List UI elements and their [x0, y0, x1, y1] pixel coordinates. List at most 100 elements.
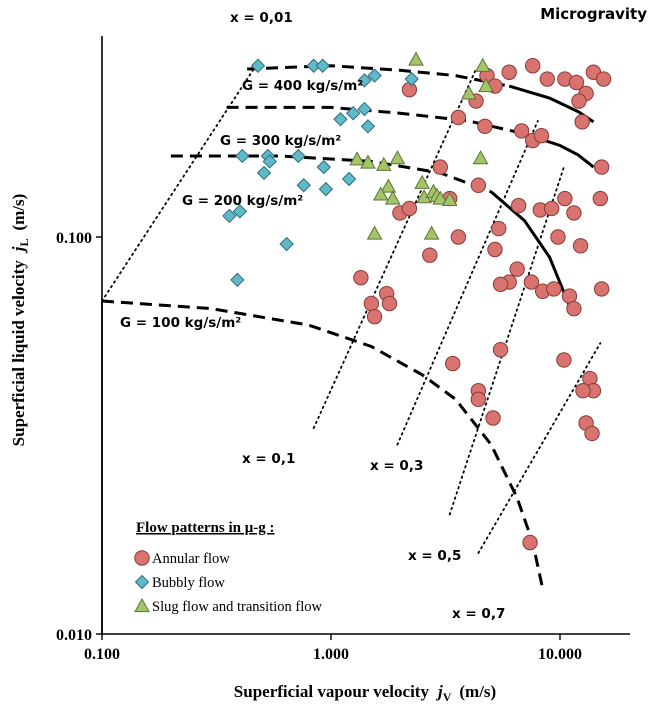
annular-point — [450, 109, 467, 126]
transition-line-dashed — [101, 299, 545, 590]
line-label: x = 0,1 — [242, 451, 295, 467]
slug-point — [478, 78, 494, 93]
quality-line — [477, 342, 602, 554]
bubbly-point — [318, 181, 334, 197]
bubbly-point — [333, 112, 348, 127]
annular-point — [593, 159, 610, 175]
slug-point — [461, 85, 477, 100]
bubbly-point — [291, 148, 306, 164]
y-tick-label: 0.010 — [56, 627, 92, 644]
slug-point — [441, 191, 458, 207]
x-axis-title-text: Superficial vapour velocity — [234, 682, 430, 701]
slug-point — [423, 225, 440, 240]
annular-point — [401, 81, 418, 98]
annular-point — [539, 71, 555, 87]
bubbly-point — [250, 58, 266, 73]
annular-point — [568, 74, 585, 91]
quality-line — [448, 166, 565, 516]
slug-point — [472, 150, 489, 165]
slug-point — [349, 151, 365, 166]
line-label: G = 200 kg/s/m² — [182, 193, 303, 209]
bubbly-point — [296, 178, 311, 193]
annular-point — [533, 127, 550, 144]
quality-line — [101, 64, 257, 302]
annular-point — [566, 205, 582, 221]
bubbly-point — [345, 106, 361, 121]
y-axis-subscript: L — [17, 239, 31, 247]
annular-point — [544, 200, 560, 217]
quality-line — [312, 68, 477, 429]
slug-point — [408, 51, 424, 66]
legend-title: Flow patterns in μ-g : — [136, 520, 275, 536]
annular-point — [575, 383, 591, 399]
annular-point — [522, 534, 538, 551]
slug-point — [360, 154, 376, 169]
y-axis-title: Superficial liquid velocity jL (m/s) — [9, 194, 31, 447]
y-axis-title-text: Superficial liquid velocity — [9, 260, 28, 447]
bubbly-point — [232, 204, 248, 219]
bubbly-point — [357, 101, 372, 117]
line-label: x = 0,3 — [370, 458, 423, 474]
bubbly-point — [222, 208, 237, 224]
annular-point — [592, 190, 609, 207]
bubbly-point — [279, 236, 294, 252]
annular-point — [477, 118, 493, 135]
annular-point — [492, 342, 509, 358]
slug-point — [384, 190, 401, 205]
slug-point — [372, 186, 389, 201]
bubbly-point — [315, 58, 330, 73]
slug-point — [375, 156, 392, 171]
annular-point — [432, 159, 448, 175]
annular-point — [550, 229, 566, 245]
line-label: G = 400 kg/s/m² — [242, 78, 363, 94]
annular-point — [566, 300, 582, 317]
annular-point — [509, 261, 525, 277]
line-label: G = 100 kg/s/m² — [120, 315, 241, 331]
slug-point — [432, 190, 449, 205]
chart-title: Microgravity — [540, 5, 647, 23]
slug-point — [414, 174, 430, 189]
transition-line-dashed — [226, 105, 525, 136]
legend-marker-bubbly — [134, 574, 150, 590]
annular-point — [363, 295, 380, 312]
annular-point — [510, 197, 527, 214]
annular-point — [485, 410, 501, 426]
line-label: x = 0,01 — [230, 10, 293, 26]
line-label: x = 0,7 — [452, 606, 505, 622]
annular-point — [381, 295, 398, 312]
annular-point — [501, 64, 517, 80]
slug-point — [366, 225, 383, 240]
slug-point — [474, 57, 491, 72]
line-label: x = 0,5 — [408, 548, 461, 564]
bubbly-point — [367, 68, 382, 83]
bubbly-point — [316, 159, 331, 175]
y-axis-unit: (m/s) — [9, 194, 28, 231]
bubbly-point — [360, 119, 376, 134]
legend-label-annular: Annular flow — [152, 551, 230, 567]
annular-point — [546, 281, 562, 297]
annular-point — [445, 355, 461, 372]
legend-label-slug: Slug flow and transition flow — [152, 599, 322, 615]
transition-line-solid — [490, 190, 571, 307]
annular-point — [492, 276, 509, 293]
annular-point — [366, 308, 383, 325]
bubbly-point — [235, 148, 250, 164]
slug-point — [380, 178, 397, 193]
annular-point — [556, 352, 572, 368]
bubbly-point — [357, 73, 372, 88]
bubbly-point — [404, 71, 419, 87]
annular-point — [487, 241, 503, 258]
x-axis-unit: (m/s) — [459, 682, 496, 701]
x-axis-title: Superficial vapour velocity jV (m/s) — [234, 682, 496, 704]
annular-point — [422, 247, 438, 263]
x-axis-symbol: j — [435, 682, 443, 701]
y-axis-symbol: j — [9, 246, 28, 254]
legend-marker-annular — [134, 550, 150, 566]
annular-point — [450, 229, 467, 245]
annular-point — [513, 123, 530, 139]
quality-line — [396, 120, 539, 446]
annular-point — [401, 200, 418, 217]
annular-point — [523, 274, 540, 290]
bubbly-point — [341, 171, 357, 187]
